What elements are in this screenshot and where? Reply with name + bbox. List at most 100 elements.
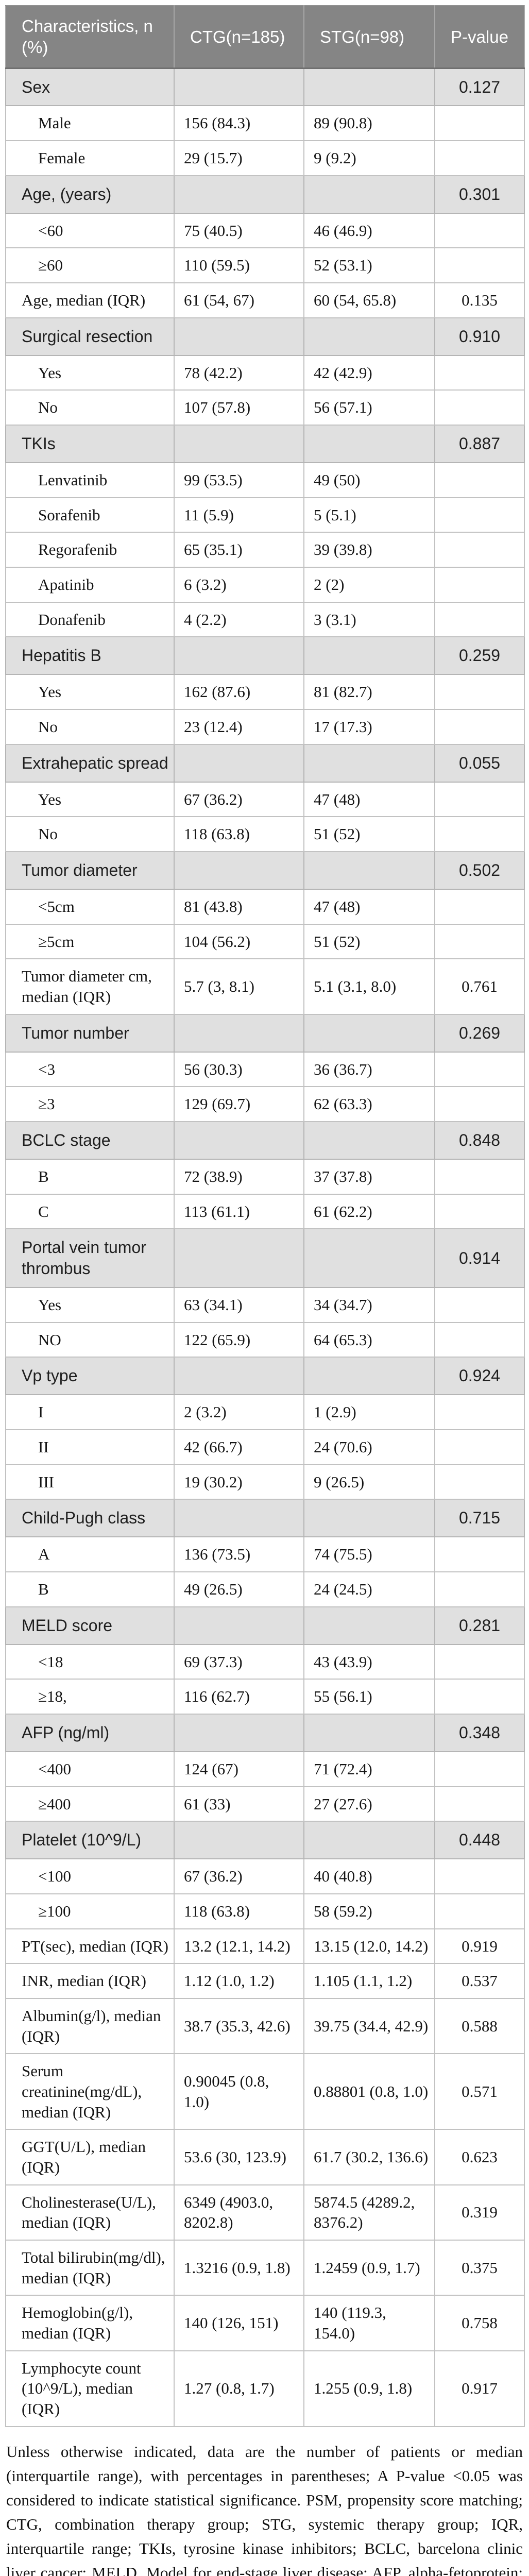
table-row: Donafenib 4 (2.2) 3 (3.1) [5, 601, 525, 638]
cell-ctg: 118 (63.8) [174, 816, 304, 852]
cell-stg: 27 (27.6) [303, 1786, 435, 1822]
table-row: <18 69 (37.3) 43 (43.9) [5, 1643, 525, 1680]
header-characteristics: Characteristics, n (%) [5, 5, 175, 69]
cell-stg: 2 (2) [303, 567, 435, 603]
cell-stg: 140 (119.3, 154.0) [303, 2295, 435, 2351]
cell-p-value: 0.914 [434, 1228, 525, 1289]
cell-stg: 49 (50) [303, 462, 435, 498]
cell-ctg: 72 (38.9) [174, 1158, 304, 1195]
cell-p-value: 0.623 [434, 2129, 525, 2185]
cell-label: Tumor diameter cm, median (IQR) [5, 958, 175, 1015]
table-row: <5cm 81 (43.8) 47 (48) [5, 888, 525, 925]
cell-p-value [434, 674, 525, 710]
cell-ctg: 140 (126, 151) [174, 2295, 304, 2351]
table-row: Male 156 (84.3) 89 (90.8) [5, 105, 525, 142]
cell-stg: 52 (53.1) [303, 247, 435, 284]
category-row: Hepatitis B 0.259 [5, 636, 525, 675]
cell-label: GGT(U/L), median (IQR) [5, 2129, 175, 2185]
cell-p-value [434, 1429, 525, 1465]
table-row: GGT(U/L), median (IQR) 53.6 (30, 123.9) 61… [5, 2129, 525, 2185]
cell-p-value: 0.348 [434, 1714, 525, 1752]
cell-p-value: 0.375 [434, 2239, 525, 2296]
cell-p-value [434, 105, 525, 142]
cell-ctg: 67 (36.2) [174, 781, 304, 818]
cell-p-value [434, 247, 525, 284]
cell-p-value [434, 1464, 525, 1500]
cell-stg: 36 (36.7) [303, 1051, 435, 1088]
cell-p-value [434, 1893, 525, 1929]
cell-stg [303, 1606, 435, 1645]
table-row: ≥60 110 (59.5) 52 (53.1) [5, 247, 525, 284]
cell-label: Tumor number [5, 1013, 175, 1053]
cell-ctg: 49 (26.5) [174, 1571, 304, 1607]
cell-stg: 1 (2.9) [303, 1394, 435, 1431]
cell-ctg [174, 425, 304, 464]
table-row: Total bilirubin(mg/dl), median (IQR) 1.32… [5, 2239, 525, 2296]
cell-label: Hepatitis B [5, 636, 175, 675]
cell-stg [303, 1821, 435, 1860]
cell-stg [303, 425, 435, 464]
cell-label: Donafenib [5, 601, 175, 638]
cell-ctg [174, 1499, 304, 1538]
cell-label: III [5, 1464, 175, 1500]
category-row: Vp type 0.924 [5, 1357, 525, 1396]
cell-stg: 42 (42.9) [303, 354, 435, 391]
table-row: II 42 (66.7) 24 (70.6) [5, 1429, 525, 1465]
cell-ctg: 13.2 (12.1, 14.2) [174, 1928, 304, 1964]
cell-ctg: 11 (5.9) [174, 497, 304, 533]
cell-ctg [174, 1357, 304, 1396]
table-row: Yes 63 (34.1) 34 (34.7) [5, 1287, 525, 1323]
cell-stg [303, 636, 435, 675]
cell-label: Total bilirubin(mg/dl), median (IQR) [5, 2239, 175, 2296]
cell-stg: 1.105 (1.1, 1.2) [303, 1963, 435, 1999]
category-row: Tumor diameter 0.502 [5, 851, 525, 890]
cell-label: Albumin(g/l), median (IQR) [5, 1997, 175, 2055]
table-row: Female 29 (15.7) 9 (9.2) [5, 140, 525, 176]
cell-stg: 17 (17.3) [303, 709, 435, 745]
header-ctg: CTG(n=185) [174, 5, 304, 69]
characteristics-table: Characteristics, n (%) CTG(n=185) STG(n=… [5, 5, 525, 2427]
cell-p-value [434, 462, 525, 498]
cell-stg [303, 175, 435, 214]
category-row: Child-Pugh class 0.715 [5, 1499, 525, 1538]
cell-ctg: 38.7 (35.3, 42.6) [174, 1997, 304, 2055]
cell-p-value: 0.887 [434, 425, 525, 464]
cell-label: Child-Pugh class [5, 1499, 175, 1538]
cell-p-value: 0.448 [434, 1821, 525, 1860]
cell-ctg: 69 (37.3) [174, 1643, 304, 1680]
cell-label: <400 [5, 1751, 175, 1787]
table-row: Apatinib 6 (3.2) 2 (2) [5, 567, 525, 603]
table-row: Cholinesterase(U/L), median (IQR) 6349 (4… [5, 2184, 525, 2241]
table-row: PT(sec), median (IQR) 13.2 (12.1, 14.2) 13… [5, 1928, 525, 1964]
cell-label: No [5, 816, 175, 852]
table-body: Sex 0.127 Male 156 (84.3) 89 (90.8) Female 29 … [5, 67, 525, 2427]
cell-ctg: 99 (53.5) [174, 462, 304, 498]
table-row: Sorafenib 11 (5.9) 5 (5.1) [5, 497, 525, 533]
table-row: Yes 78 (42.2) 42 (42.9) [5, 354, 525, 391]
category-row: Surgical resection 0.910 [5, 317, 525, 356]
header-stg: STG(n=98) [303, 5, 435, 69]
cell-stg: 5 (5.1) [303, 497, 435, 533]
cell-ctg: 63 (34.1) [174, 1287, 304, 1323]
cell-ctg: 29 (15.7) [174, 140, 304, 176]
table-row: INR, median (IQR) 1.12 (1.0, 1.2) 1.105 (1… [5, 1963, 525, 1999]
cell-stg: 24 (24.5) [303, 1571, 435, 1607]
cell-p-value [434, 354, 525, 391]
header-row: Characteristics, n (%) CTG(n=185) STG(n=… [5, 5, 525, 69]
cell-label: Lenvatinib [5, 462, 175, 498]
cell-stg: 13.15 (12.0, 14.2) [303, 1928, 435, 1964]
cell-ctg: 4 (2.2) [174, 601, 304, 638]
cell-ctg: 42 (66.7) [174, 1429, 304, 1465]
cell-stg: 62 (63.3) [303, 1086, 435, 1122]
cell-label: Lymphocyte count (10^9/L), median (IQR) [5, 2350, 175, 2427]
cell-stg: 37 (37.8) [303, 1158, 435, 1195]
cell-p-value [434, 1571, 525, 1607]
cell-ctg [174, 1714, 304, 1752]
cell-ctg: 110 (59.5) [174, 247, 304, 284]
cell-label: Female [5, 140, 175, 176]
header-p-value: P-value [434, 5, 525, 69]
table-row: Age, median (IQR) 61 (54, 67) 60 (54, 65.8… [5, 282, 525, 318]
cell-p-value: 0.281 [434, 1606, 525, 1645]
cell-stg: 39 (39.8) [303, 532, 435, 568]
cell-label: Male [5, 105, 175, 142]
